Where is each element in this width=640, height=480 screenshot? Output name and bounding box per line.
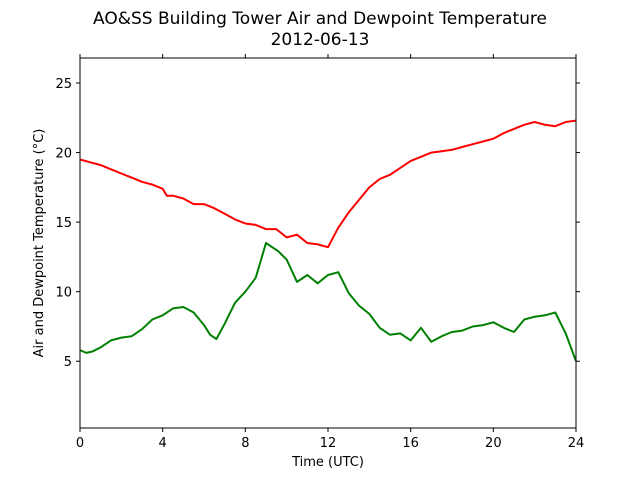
y-tick-label: 15 (55, 216, 72, 231)
tick-layer: 0 4 8 12 16 20 24 5 10 15 20 25 (55, 54, 584, 451)
plot-frame (79, 57, 577, 429)
series-line-0 (79, 119, 577, 249)
x-tick-label: 24 (568, 436, 585, 451)
x-axis-label: Time (UTC) (291, 455, 364, 470)
x-tick-label: 16 (402, 436, 419, 451)
y-tick-label: 25 (55, 77, 72, 92)
series-layer (79, 119, 577, 362)
chart-subtitle: 2012-06-13 (271, 30, 370, 50)
x-tick-label: 8 (241, 436, 249, 451)
x-tick-label: 4 (159, 436, 167, 451)
y-tick-label: 10 (55, 286, 72, 301)
series-line-1 (79, 242, 577, 362)
y-axis-label: Air and Dewpoint Temperature (°C) (32, 129, 47, 358)
y-tick-label: 5 (64, 355, 72, 370)
x-tick-label: 12 (320, 436, 337, 451)
y-tick-label: 20 (55, 147, 72, 162)
chart-title: AO&SS Building Tower Air and Dewpoint Te… (93, 9, 547, 29)
x-tick-label: 20 (485, 436, 502, 451)
x-tick-label: 0 (76, 436, 84, 451)
